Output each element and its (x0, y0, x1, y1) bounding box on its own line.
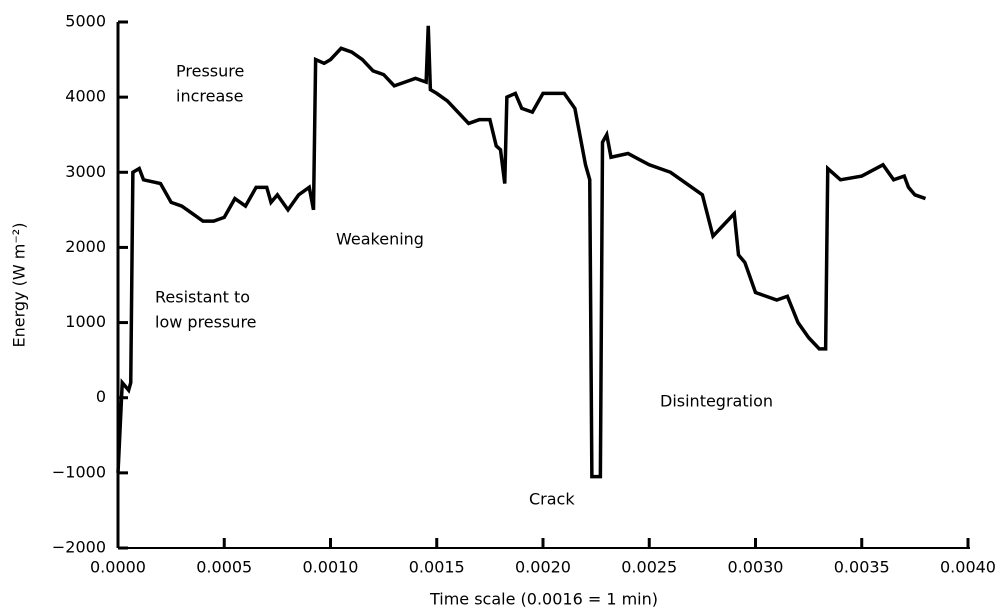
x-tick-label: 0.0000 (90, 558, 146, 577)
y-tick-label: 0 (96, 387, 106, 406)
y-tick-label: 5000 (65, 12, 106, 31)
y-tick-label: −1000 (52, 462, 106, 481)
x-tick-label: 0.0030 (728, 558, 784, 577)
y-tick-label: 1000 (65, 312, 106, 331)
annotation: increase (176, 87, 243, 106)
annotation: Crack (529, 490, 575, 509)
y-axis-label: Energy (W m⁻²) (10, 223, 29, 348)
annotation: Weakening (336, 230, 424, 249)
x-tick-label: 0.0025 (621, 558, 677, 577)
annotation: Resistant to (155, 288, 250, 307)
x-tick-label: 0.0005 (196, 558, 252, 577)
y-tick-label: −2000 (52, 538, 106, 557)
x-tick-label: 0.0040 (940, 558, 996, 577)
y-tick-label: 2000 (65, 237, 106, 256)
y-tick-label: 3000 (65, 162, 106, 181)
annotation: low pressure (155, 313, 257, 332)
x-tick-label: 0.0015 (409, 558, 465, 577)
x-tick-label: 0.0020 (515, 558, 571, 577)
y-tick-label: 4000 (65, 87, 106, 106)
annotation: Disintegration (660, 392, 773, 411)
annotation: Pressure (176, 62, 244, 81)
x-tick-label: 0.0035 (834, 558, 890, 577)
data-line (116, 25, 927, 479)
x-tick-label: 0.0010 (303, 558, 359, 577)
x-axis-label: Time scale (0.0016 = 1 min) (429, 590, 658, 609)
